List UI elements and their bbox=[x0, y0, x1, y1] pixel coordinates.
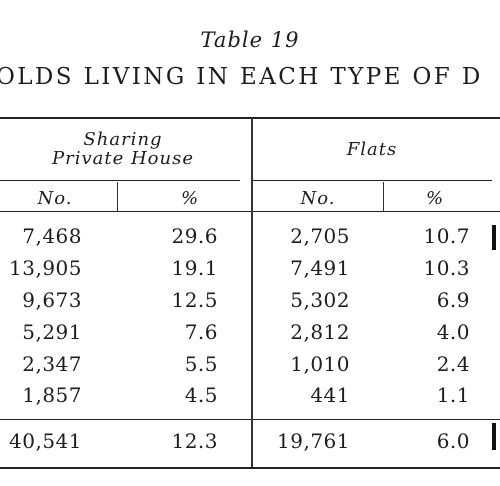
cell-sharing-no: 5,291 bbox=[22, 320, 82, 344]
cell-sharing-no: 1,857 bbox=[22, 383, 82, 407]
subheader-pct-sharing: % bbox=[180, 188, 200, 209]
cell-flats-pct: 4.0 bbox=[436, 320, 470, 344]
cell-flats-no: 1,010 bbox=[290, 352, 350, 376]
cell-sharing-no: 13,905 bbox=[9, 256, 82, 280]
cell-flats-no: 2,812 bbox=[290, 320, 350, 344]
group-header-sharing-line2: Private House bbox=[52, 148, 194, 169]
subheader-pct-flats: % bbox=[425, 188, 445, 209]
group-header-sharing-line1: Sharing bbox=[83, 129, 163, 150]
total-flats-no: 19,761 bbox=[277, 429, 350, 453]
cell-sharing-pct: 7.6 bbox=[184, 320, 218, 344]
cell-flats-pct: 10.7 bbox=[423, 224, 470, 248]
total-sharing-pct: 12.3 bbox=[171, 429, 218, 453]
cell-sharing-no: 2,347 bbox=[22, 352, 82, 376]
cell-sharing-pct: 29.6 bbox=[171, 224, 218, 248]
total-bottom-rule bbox=[0, 467, 500, 469]
group-header-flats-line1: Flats bbox=[346, 139, 398, 160]
cell-flats-no: 7,491 bbox=[290, 256, 350, 280]
cell-sharing-pct: 12.5 bbox=[171, 288, 218, 312]
group-divider bbox=[251, 118, 253, 467]
cell-flats-no: 441 bbox=[310, 383, 350, 407]
cell-sharing-pct: 4.5 bbox=[184, 383, 218, 407]
table-title: OLDS LIVING IN EACH TYPE OF D bbox=[0, 64, 483, 90]
table-caption: Table 19 bbox=[200, 28, 300, 52]
col-divider-1 bbox=[117, 182, 119, 211]
cell-sharing-pct: 5.5 bbox=[184, 352, 218, 376]
cell-sharing-pct: 19.1 bbox=[171, 256, 218, 280]
cell-flats-pct: 1.1 bbox=[436, 383, 470, 407]
subheader-rule-left bbox=[0, 180, 240, 182]
cell-sharing-no: 9,673 bbox=[22, 288, 82, 312]
cell-flats-no: 2,705 bbox=[290, 224, 350, 248]
top-rule bbox=[0, 117, 500, 119]
total-flats-pct: 6.0 bbox=[436, 429, 470, 453]
subheader-no-sharing: No. bbox=[37, 188, 73, 209]
cell-flats-pct: 2.4 bbox=[436, 352, 470, 376]
subheader-rule-right bbox=[252, 180, 492, 182]
cell-sharing-no: 7,468 bbox=[22, 224, 82, 248]
total-sharing-no: 40,541 bbox=[9, 429, 82, 453]
edge-mark-bottom bbox=[492, 423, 496, 450]
cell-flats-pct: 10.3 bbox=[423, 256, 470, 280]
col-divider-3 bbox=[383, 182, 385, 211]
edge-mark-top bbox=[492, 225, 496, 250]
cell-flats-no: 5,302 bbox=[290, 288, 350, 312]
group-header-sharing: Sharing Private House bbox=[0, 130, 246, 168]
total-top-rule bbox=[0, 419, 500, 421]
cell-flats-pct: 6.9 bbox=[436, 288, 470, 312]
header-bottom-rule bbox=[0, 211, 500, 213]
group-header-flats: Flats bbox=[252, 140, 492, 159]
subheader-no-flats: No. bbox=[300, 188, 336, 209]
